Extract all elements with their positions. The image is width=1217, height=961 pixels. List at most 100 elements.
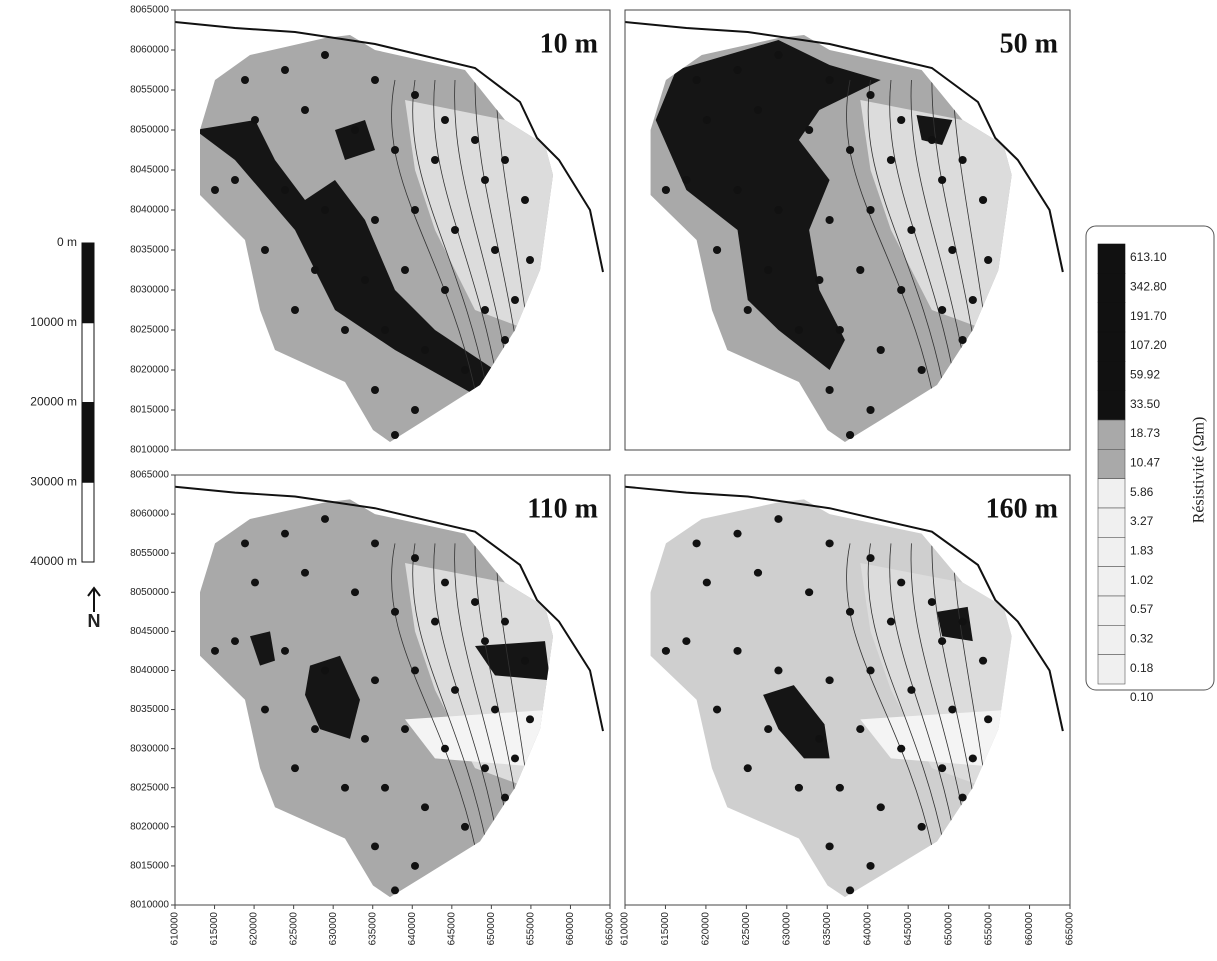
map-panel xyxy=(624,485,1064,898)
sounding-point xyxy=(774,206,783,214)
sounding-point xyxy=(501,793,509,802)
sounding-point xyxy=(897,286,906,294)
sounding-point xyxy=(381,326,389,334)
very-low-zone xyxy=(860,709,1012,769)
sounding-point xyxy=(471,136,479,144)
sounding-point xyxy=(526,256,534,264)
y-tick-label: 8060000 xyxy=(130,509,169,520)
legend-swatch xyxy=(1097,507,1126,538)
sounding-point xyxy=(886,617,896,626)
sounding-point xyxy=(411,666,419,675)
scale-label: 20000 m xyxy=(30,395,77,409)
sounding-point xyxy=(351,588,359,597)
sounding-point xyxy=(815,276,824,284)
x-tick-label: 630000 xyxy=(781,912,792,946)
sounding-point xyxy=(281,186,289,194)
north-label: N xyxy=(88,611,101,631)
legend-swatch xyxy=(1097,419,1126,450)
sounding-point xyxy=(692,539,701,548)
coastline xyxy=(624,485,1064,732)
sounding-point xyxy=(856,266,865,274)
sounding-point xyxy=(825,76,834,84)
legend-label: 0.10 xyxy=(1130,690,1154,704)
sounding-point xyxy=(371,842,379,851)
legend-swatch xyxy=(1097,537,1126,567)
sounding-point xyxy=(958,617,967,626)
x-tick-label: 615000 xyxy=(209,912,220,946)
sounding-point xyxy=(984,256,993,264)
sounding-point xyxy=(281,529,289,538)
sounding-point xyxy=(753,568,763,577)
scale-segment xyxy=(81,322,95,403)
panel-frame xyxy=(174,474,611,906)
sounding-point xyxy=(835,326,844,334)
low-zone xyxy=(405,100,553,340)
sounding-point xyxy=(886,156,896,164)
legend-swatch xyxy=(1097,273,1126,303)
sounding-point xyxy=(794,326,803,334)
y-tick-label: 8055000 xyxy=(130,85,169,96)
high-zone xyxy=(763,685,830,759)
sounding-point xyxy=(401,266,409,274)
legend-label: 33.50 xyxy=(1130,397,1160,411)
sounding-point xyxy=(805,126,814,134)
sounding-point xyxy=(526,715,534,724)
panel-title: 160 m xyxy=(986,493,1058,524)
y-tick-label: 8025000 xyxy=(130,325,169,336)
sounding-point xyxy=(907,226,916,234)
sounding-point xyxy=(211,647,219,655)
panel-frame xyxy=(624,474,1071,906)
sounding-point xyxy=(968,754,977,763)
sounding-point xyxy=(361,276,369,284)
sounding-point xyxy=(938,764,947,773)
high-zone xyxy=(937,606,973,642)
sounding-point xyxy=(682,637,691,646)
sounding-point xyxy=(938,306,947,314)
resistivity-zones xyxy=(200,79,553,395)
sounding-point xyxy=(381,783,389,792)
sounding-point xyxy=(451,686,459,694)
sounding-point xyxy=(917,366,926,374)
scale-label: 0 m xyxy=(57,235,77,249)
high-zone xyxy=(335,120,375,160)
sounding-point xyxy=(978,196,988,204)
scale-segment xyxy=(81,402,95,483)
sounding-point xyxy=(948,246,957,254)
sounding-point xyxy=(774,51,783,59)
very-low-zone xyxy=(405,709,553,769)
sounding-point xyxy=(743,306,752,314)
y-tick-label: 8050000 xyxy=(130,587,169,598)
sounding-point xyxy=(481,176,489,184)
sounding-point xyxy=(311,725,319,733)
sounding-point xyxy=(421,803,429,812)
sounding-point xyxy=(281,647,289,655)
y-tick-label: 8045000 xyxy=(130,165,169,176)
y-tick-label: 8010000 xyxy=(130,900,169,911)
contour xyxy=(889,543,957,847)
sounding-point xyxy=(866,554,875,562)
panel-title: 10 m xyxy=(540,28,598,59)
sounding-point xyxy=(391,431,399,439)
sounding-point xyxy=(501,336,509,344)
legend-label: 10.47 xyxy=(1130,456,1160,470)
sounding-point xyxy=(825,676,834,685)
contour xyxy=(391,79,476,391)
x-tick-label: 665000 xyxy=(1065,912,1076,946)
y-tick-label: 8035000 xyxy=(130,245,169,256)
sounding-point xyxy=(927,598,936,606)
x-tick-label: 655000 xyxy=(984,912,995,946)
sounding-point xyxy=(431,156,439,164)
resistivity-zones xyxy=(655,40,1012,391)
legend-label: 5.86 xyxy=(1130,485,1154,499)
resistivity-zones xyxy=(763,543,1012,847)
legend-swatch xyxy=(1097,243,1126,274)
panel-frame xyxy=(174,9,611,451)
map-panel xyxy=(624,21,1064,442)
sounding-point xyxy=(815,734,824,743)
panel-frame xyxy=(624,9,1071,451)
legend-swatch xyxy=(1097,595,1126,626)
sounding-point xyxy=(984,715,993,724)
sounding-point xyxy=(491,705,499,714)
sounding-point xyxy=(321,206,329,214)
legend-swatch xyxy=(1097,449,1126,479)
